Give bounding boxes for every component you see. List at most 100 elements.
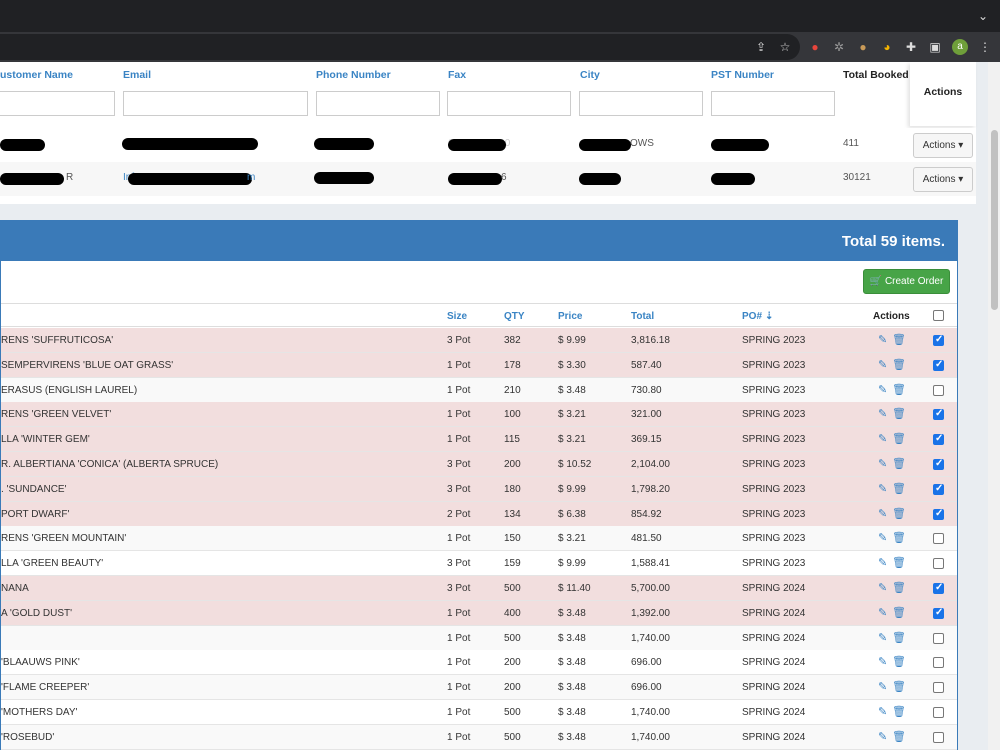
pencil-icon[interactable]: ✎: [878, 532, 888, 545]
pencil-icon[interactable]: ✎: [878, 334, 888, 346]
trash-icon[interactable]: 🗑: [892, 358, 906, 371]
pencil-icon[interactable]: ✎: [878, 681, 888, 694]
row-checkbox[interactable]: [933, 334, 944, 346]
chevron-down-icon[interactable]: ⌄: [978, 9, 989, 23]
star-icon[interactable]: ☆: [779, 40, 791, 54]
pencil-icon[interactable]: ✎: [878, 458, 888, 470]
table-row[interactable]: LLA 'WINTER GEM' 1 Pot 115 $ 3.21 369.15 SPRI…: [1, 427, 957, 453]
row-checkbox[interactable]: [933, 607, 944, 619]
trash-icon[interactable]: 🗑: [892, 656, 906, 669]
table-row[interactable]: R. ALBERTIANA 'CONICA' (ALBERTA SPRUCE) 3…: [1, 452, 957, 477]
pencil-icon[interactable]: ✎: [878, 433, 888, 446]
page-scrollbar[interactable]: [988, 62, 1000, 750]
pencil-icon[interactable]: ✎: [878, 557, 888, 570]
select-all-checkbox[interactable]: [933, 310, 944, 321]
filter-pst-number[interactable]: [711, 91, 835, 116]
table-row[interactable]: 'BLAAUWS PINK' 1 Pot 200 $ 3.48 696.00 SPRING…: [1, 650, 957, 676]
col-qty[interactable]: QTY: [504, 311, 525, 322]
row-checkbox[interactable]: [933, 657, 944, 669]
table-row[interactable]: A 'GOLD DUST' 1 Pot 400 $ 3.48 1,392.00 SPRIN…: [1, 600, 957, 626]
table-row[interactable]: PORT DWARF' 2 Pot 134 $ 6.38 854.92 SPRING 20…: [1, 501, 957, 527]
row-checkbox[interactable]: [933, 384, 944, 396]
col-customer-name[interactable]: ustomer Name: [0, 69, 73, 81]
pencil-icon[interactable]: ✎: [878, 383, 888, 396]
extension-gear-icon[interactable]: ✲: [833, 40, 845, 54]
trash-icon[interactable]: 🗑: [892, 606, 906, 619]
table-row[interactable]: . 'SUNDANCE' 3 Pot 180 $ 9.99 1,798.20 SPRING…: [1, 476, 957, 502]
trash-icon[interactable]: 🗑: [892, 532, 906, 545]
more-menu-icon[interactable]: ⋮: [979, 40, 991, 54]
table-row[interactable]: RENS 'GREEN VELVET' 1 Pot 100 $ 3.21 321.00 S…: [1, 402, 957, 428]
pencil-icon[interactable]: ✎: [878, 706, 888, 718]
actions-dropdown-button[interactable]: Actions ▾: [913, 167, 973, 192]
row-checkbox[interactable]: [933, 558, 944, 570]
actions-dropdown-button[interactable]: Actions ▾: [913, 133, 973, 158]
puzzle-icon[interactable]: ✚: [905, 40, 917, 54]
row-checkbox[interactable]: [933, 408, 944, 421]
table-row[interactable]: ERASUS (ENGLISH LAUREL) 1 Pot 210 $ 3.48 730…: [1, 377, 957, 403]
row-checkbox[interactable]: [933, 483, 944, 495]
pencil-icon[interactable]: ✎: [878, 482, 888, 495]
row-checkbox[interactable]: [933, 682, 944, 694]
profile-avatar[interactable]: a: [952, 39, 968, 55]
create-order-button[interactable]: 🛒 Create Order: [863, 269, 950, 294]
col-price[interactable]: Price: [558, 311, 583, 322]
trash-icon[interactable]: 🗑: [892, 482, 906, 495]
pencil-icon[interactable]: ✎: [878, 408, 888, 421]
extension-cookie-icon[interactable]: ●: [859, 40, 867, 54]
customer-row[interactable]: 604-465-3100 OWS 411 Actions ▾: [0, 128, 976, 162]
trash-icon[interactable]: 🗑: [892, 681, 906, 694]
share-icon[interactable]: ⇪: [755, 40, 767, 54]
trash-icon[interactable]: 🗑: [892, 730, 906, 743]
row-checkbox[interactable]: [933, 731, 944, 743]
trash-icon[interactable]: 🗑: [892, 458, 906, 470]
row-checkbox[interactable]: [933, 632, 944, 644]
trash-icon[interactable]: 🗑: [892, 408, 906, 421]
trash-icon[interactable]: 🗑: [892, 383, 906, 396]
trash-icon[interactable]: 🗑: [892, 507, 906, 520]
pencil-icon[interactable]: ✎: [878, 507, 888, 520]
col-city[interactable]: City: [580, 69, 600, 81]
table-row[interactable]: 'MOTHERS DAY' 1 Pot 500 $ 3.48 1,740.00 SPRIN…: [1, 700, 957, 725]
pencil-icon[interactable]: ✎: [878, 606, 888, 619]
row-checkbox[interactable]: [933, 707, 944, 718]
trash-icon[interactable]: 🗑: [892, 631, 906, 644]
filter-city[interactable]: [579, 91, 703, 116]
col-email[interactable]: Email: [123, 69, 152, 81]
col-size[interactable]: Size: [447, 311, 468, 322]
filter-phone-number[interactable]: [316, 91, 440, 116]
row-checkbox[interactable]: [933, 433, 944, 446]
filter-email[interactable]: [123, 91, 308, 116]
trash-icon[interactable]: 🗑: [892, 433, 906, 446]
trash-icon[interactable]: 🗑: [892, 557, 906, 570]
filter-customer-name[interactable]: [0, 91, 115, 116]
row-checkbox[interactable]: [933, 458, 944, 470]
pencil-icon[interactable]: ✎: [878, 656, 888, 669]
col-total[interactable]: Total: [631, 311, 655, 322]
extension-chart-icon[interactable]: ◕: [883, 40, 891, 54]
col-phone-number[interactable]: Phone Number: [316, 69, 391, 81]
trash-icon[interactable]: 🗑: [892, 706, 906, 718]
table-row[interactable]: LLA 'GREEN BEAUTY' 3 Pot 159 $ 9.99 1,588.41…: [1, 551, 957, 577]
table-row[interactable]: NANA 3 Pot 500 $ 11.40 5,700.00 SPRING 2024 ✎ 🗑: [1, 576, 957, 601]
customer-row[interactable]: R Info m 6 30121 Actions ▾: [0, 162, 976, 196]
col-pst-number[interactable]: PST Number: [711, 69, 775, 81]
table-row[interactable]: SEMPERVIRENS 'BLUE OAT GRASS' 1 Pot 178 $ 3…: [1, 352, 957, 378]
table-row[interactable]: 1 Pot 500 $ 3.48 1,740.00 SPRING 2024 ✎ 🗑: [1, 625, 957, 651]
row-checkbox[interactable]: [933, 533, 944, 545]
row-checkbox[interactable]: [933, 359, 944, 371]
trash-icon[interactable]: 🗑: [892, 334, 906, 346]
address-bar[interactable]: [0, 34, 800, 60]
extension-red-icon[interactable]: ●: [811, 40, 819, 54]
sidebar-icon[interactable]: ▣: [929, 40, 941, 54]
table-row[interactable]: RENS 'GREEN MOUNTAIN' 1 Pot 150 $ 3.21 481.5…: [1, 526, 957, 552]
trash-icon[interactable]: 🗑: [892, 582, 906, 594]
col-po[interactable]: PO#: [742, 311, 763, 322]
col-fax[interactable]: Fax: [448, 69, 467, 81]
table-row[interactable]: 'ROSEBUD' 1 Pot 500 $ 3.48 1,740.00 SPRING 20…: [1, 724, 957, 750]
row-checkbox[interactable]: [933, 582, 944, 594]
scrollbar-thumb[interactable]: [991, 130, 998, 310]
table-row[interactable]: 'FLAME CREEPER' 1 Pot 200 $ 3.48 696.00 SPRIN…: [1, 675, 957, 701]
filter-fax[interactable]: [447, 91, 571, 116]
sort-icon[interactable]: ⇣: [765, 311, 774, 322]
